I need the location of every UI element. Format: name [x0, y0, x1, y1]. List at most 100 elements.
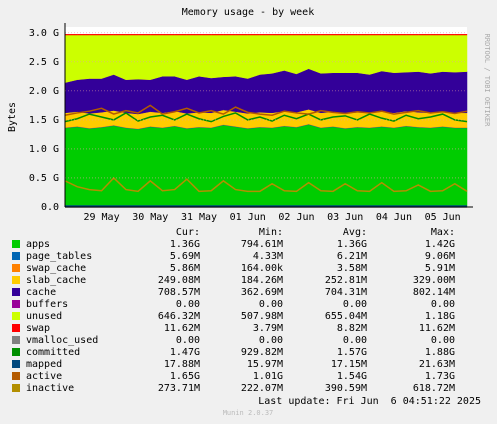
legend-value: 6.21M	[337, 251, 367, 262]
legend-value: 0.00	[343, 299, 367, 310]
legend-value: 362.69M	[241, 287, 283, 298]
legend-column-header: Cur:	[176, 227, 200, 238]
legend-value: 11.62M	[164, 323, 200, 334]
series-line	[64, 176, 468, 193]
legend-swatch	[12, 276, 20, 284]
legend-swatch	[12, 312, 20, 320]
legend-swatch	[12, 384, 20, 392]
legend-swatch	[12, 264, 20, 272]
y-axis-label: Bytes	[7, 102, 18, 132]
legend-value: 0.00	[259, 335, 283, 346]
legend-label: unused	[26, 311, 62, 322]
legend-value: 5.91M	[425, 263, 455, 274]
legend-value: 708.57M	[158, 287, 200, 298]
legend-value: 0.00	[431, 299, 455, 310]
last-update: Last update: Fri Jun 6 04:51:22 2025	[258, 396, 481, 407]
legend-swatch	[12, 336, 20, 344]
y-tick-label: 0.5 G	[29, 173, 59, 184]
legend-column-header: Max:	[431, 227, 455, 238]
legend-value: 1.36G	[170, 239, 200, 250]
legend-swatch	[12, 348, 20, 356]
series-line	[64, 104, 468, 117]
legend-value: 164.00k	[241, 263, 283, 274]
legend-value: 329.00M	[413, 275, 455, 286]
legend-value: 0.00	[343, 335, 367, 346]
legend-column-header: Min:	[259, 227, 283, 238]
y-tick-label: 2.0 G	[29, 86, 59, 97]
side-note: RRDTOOL / TOBI OETIKER	[483, 34, 491, 128]
legend-swatch	[12, 240, 20, 248]
legend-value: 273.71M	[158, 383, 200, 394]
legend-value: 704.31M	[325, 287, 367, 298]
legend-value: 1.42G	[425, 239, 455, 250]
legend-value: 1.65G	[170, 371, 200, 382]
legend-value: 0.00	[431, 335, 455, 346]
legend-label: active	[26, 371, 62, 382]
legend-column-header: Avg:	[343, 227, 367, 238]
legend-value: 0.00	[176, 335, 200, 346]
legend-value: 9.06M	[425, 251, 455, 262]
legend-value: 8.82M	[337, 323, 367, 334]
legend-value: 21.63M	[419, 359, 455, 370]
legend-swatch	[12, 324, 20, 332]
legend-value: 222.07M	[241, 383, 283, 394]
legend-value: 4.33M	[253, 251, 283, 262]
legend-value: 802.14M	[413, 287, 455, 298]
legend-value: 794.61M	[241, 239, 283, 250]
legend-label: swap_cache	[26, 263, 86, 274]
legend-label: slab_cache	[26, 275, 86, 286]
legend-label: committed	[26, 347, 80, 358]
legend-value: 249.08M	[158, 275, 200, 286]
x-tick-label: 03 Jun	[327, 212, 363, 223]
chart-title: Memory usage - by week	[182, 7, 314, 18]
legend-label: cache	[26, 287, 56, 298]
legend-value: 184.26M	[241, 275, 283, 286]
legend-value: 618.72M	[413, 383, 455, 394]
legend-value: 5.86M	[170, 263, 200, 274]
y-tick-label: 0.0	[41, 202, 59, 213]
legend-value: 1.88G	[425, 347, 455, 358]
legend-value: 17.88M	[164, 359, 200, 370]
legend-swatch	[12, 288, 20, 296]
legend-value: 5.69M	[170, 251, 200, 262]
y-tick-label: 2.5 G	[29, 57, 59, 68]
legend-value: 1.36G	[337, 239, 367, 250]
stacked-area	[64, 34, 468, 36]
legend-value: 252.81M	[325, 275, 367, 286]
stacked-area	[64, 124, 468, 208]
legend-label: page_tables	[26, 251, 92, 262]
legend-value: 1.47G	[170, 347, 200, 358]
legend-swatch	[12, 300, 20, 308]
legend-label: swap	[26, 323, 50, 334]
legend-value: 646.32M	[158, 311, 200, 322]
legend-label: vmalloc_used	[26, 335, 98, 346]
legend-value: 15.97M	[247, 359, 283, 370]
legend-value: 17.15M	[331, 359, 367, 370]
x-tick-label: 29 May	[83, 212, 119, 223]
legend-value: 3.58M	[337, 263, 367, 274]
legend-value: 507.98M	[241, 311, 283, 322]
legend-label: inactive	[26, 383, 74, 394]
legend-swatch	[12, 372, 20, 380]
x-tick-label: 30 May	[132, 212, 168, 223]
series-line	[64, 112, 468, 123]
legend-value: 1.57G	[337, 347, 367, 358]
y-tick-label: 1.0 G	[29, 144, 59, 155]
legend-value: 655.04M	[325, 311, 367, 322]
legend-value: 1.01G	[253, 371, 283, 382]
legend-label: mapped	[26, 359, 62, 370]
legend-value: 0.00	[176, 299, 200, 310]
legend-label: apps	[26, 239, 50, 250]
legend-swatch	[12, 360, 20, 368]
y-tick-label: 1.5 G	[29, 115, 59, 126]
footer: Munin 2.0.37	[223, 409, 274, 417]
x-tick-label: 01 Jun	[230, 212, 266, 223]
legend-value: 929.82M	[241, 347, 283, 358]
legend-value: 1.73G	[425, 371, 455, 382]
legend-value: 1.18G	[425, 311, 455, 322]
x-tick-label: 05 Jun	[425, 212, 461, 223]
legend-value: 0.00	[259, 299, 283, 310]
legend-value: 390.59M	[325, 383, 367, 394]
x-tick-label: 04 Jun	[376, 212, 412, 223]
